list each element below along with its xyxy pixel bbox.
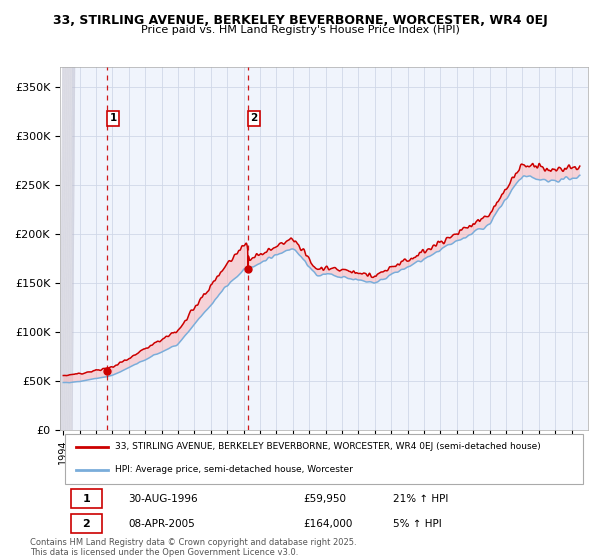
Text: 33, STIRLING AVENUE, BERKELEY BEVERBORNE, WORCESTER, WR4 0EJ (semi-detached hous: 33, STIRLING AVENUE, BERKELEY BEVERBORNE… <box>115 442 541 451</box>
Text: 33, STIRLING AVENUE, BERKELEY BEVERBORNE, WORCESTER, WR4 0EJ: 33, STIRLING AVENUE, BERKELEY BEVERBORNE… <box>53 14 547 27</box>
Text: Price paid vs. HM Land Registry's House Price Index (HPI): Price paid vs. HM Land Registry's House … <box>140 25 460 35</box>
Text: HPI: Average price, semi-detached house, Worcester: HPI: Average price, semi-detached house,… <box>115 465 353 474</box>
FancyBboxPatch shape <box>71 514 102 533</box>
Text: £164,000: £164,000 <box>303 519 352 529</box>
FancyBboxPatch shape <box>65 435 583 484</box>
Text: 2: 2 <box>251 113 258 123</box>
Text: Contains HM Land Registry data © Crown copyright and database right 2025.
This d: Contains HM Land Registry data © Crown c… <box>30 538 356 557</box>
Text: 21% ↑ HPI: 21% ↑ HPI <box>392 494 448 504</box>
FancyBboxPatch shape <box>71 489 102 508</box>
Text: 1: 1 <box>109 113 116 123</box>
Text: 2: 2 <box>83 519 90 529</box>
Text: £59,950: £59,950 <box>303 494 346 504</box>
Polygon shape <box>60 67 71 430</box>
Text: 30-AUG-1996: 30-AUG-1996 <box>128 494 198 504</box>
Text: 1: 1 <box>83 494 90 504</box>
Text: 5% ↑ HPI: 5% ↑ HPI <box>392 519 442 529</box>
Text: 08-APR-2005: 08-APR-2005 <box>128 519 196 529</box>
